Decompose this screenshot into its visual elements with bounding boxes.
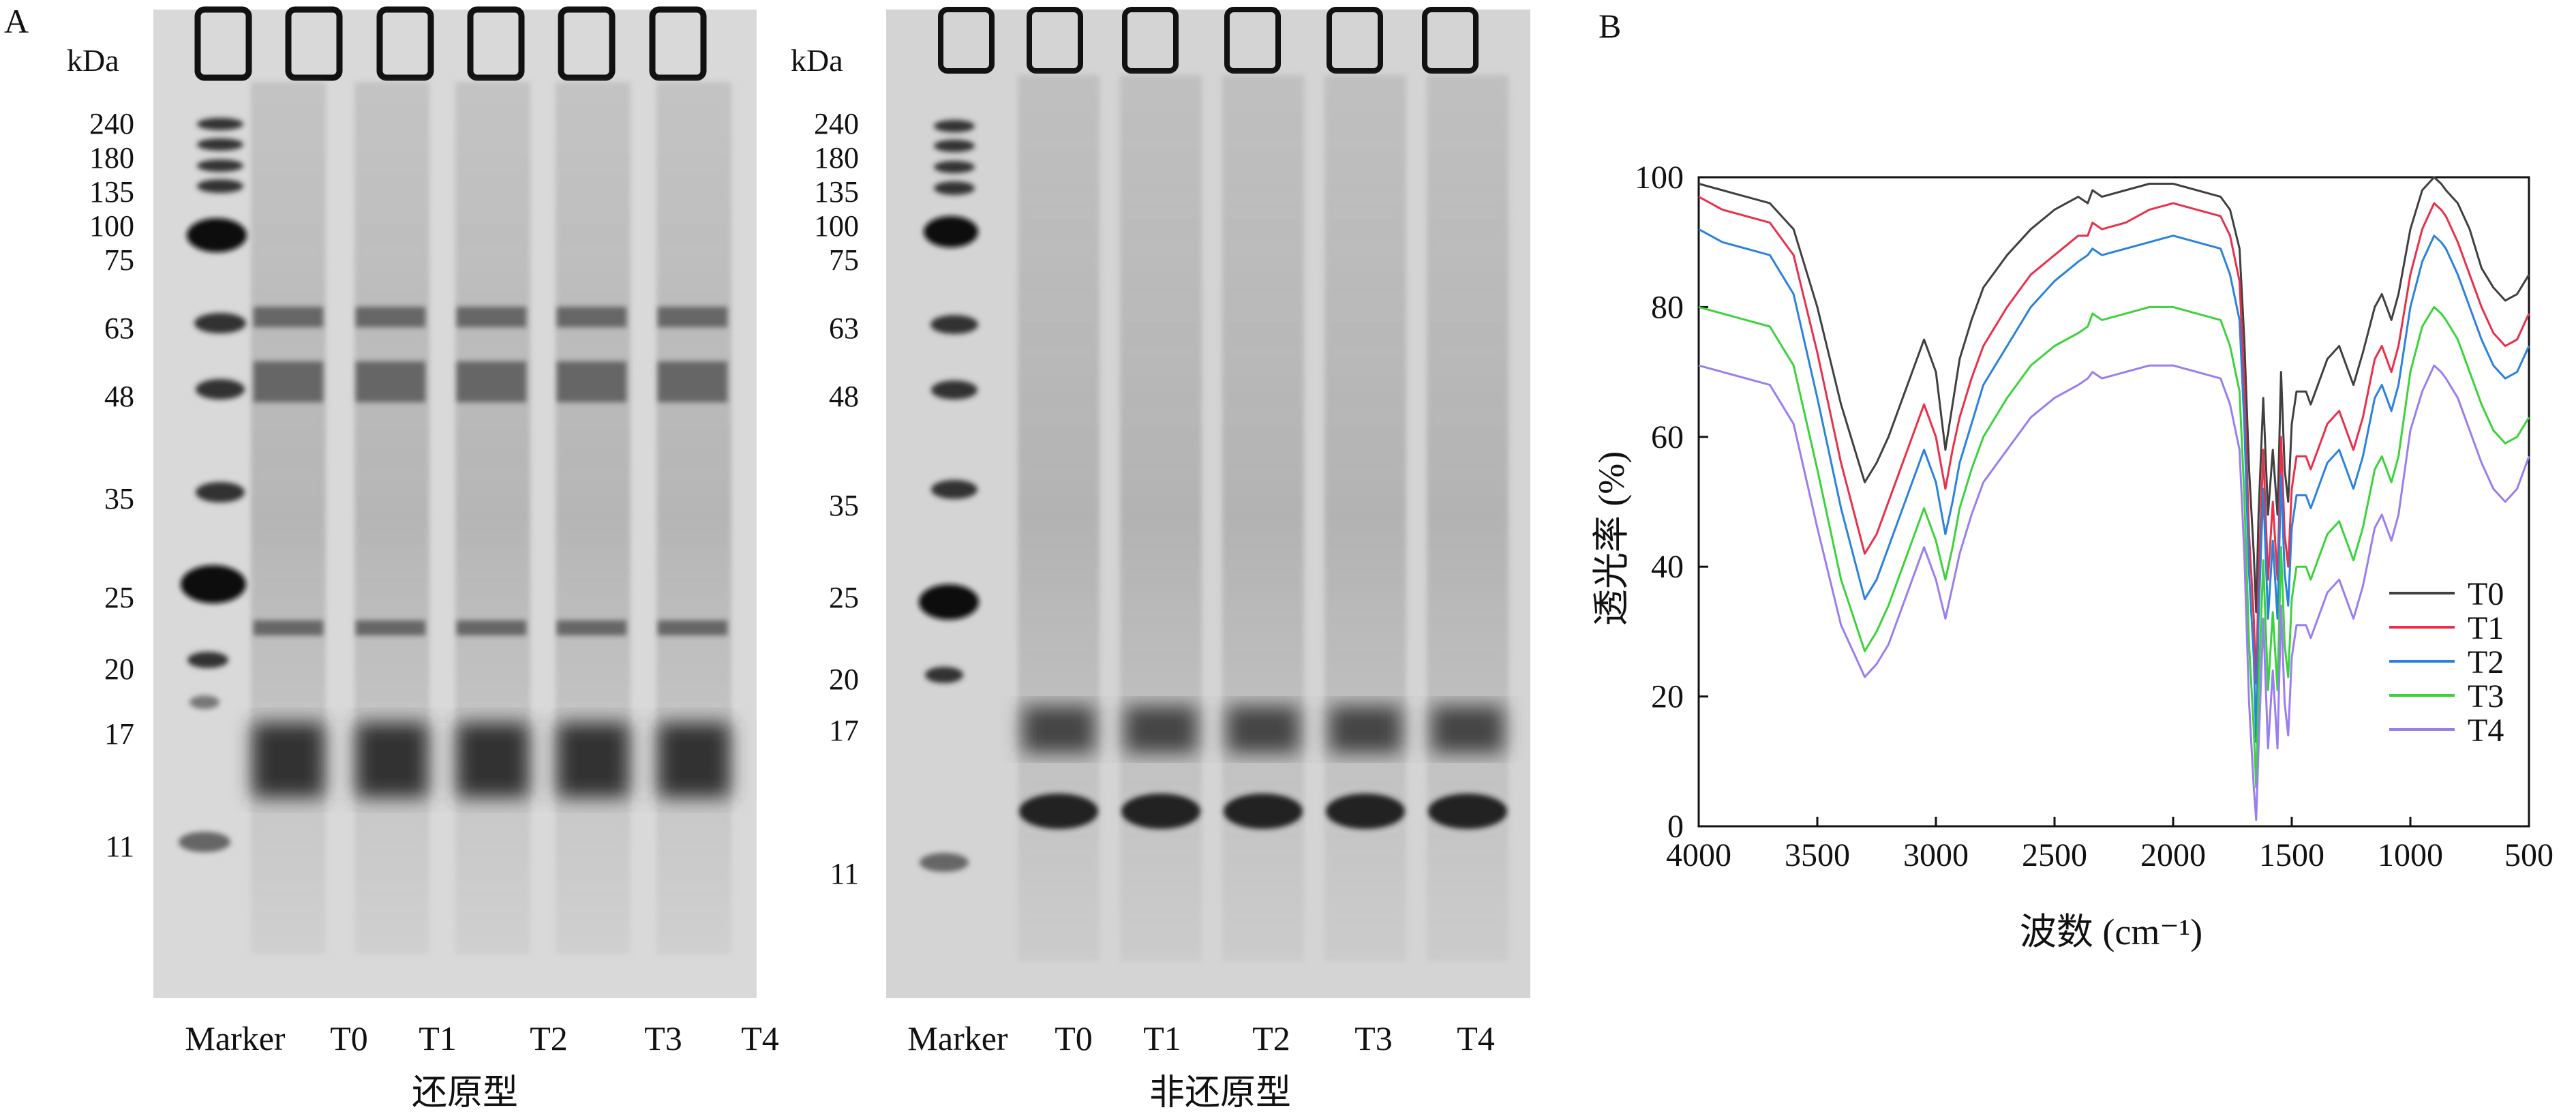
marker-label: 63 [104, 312, 134, 345]
marker-label: 180 [814, 141, 859, 175]
legend-label-T1: T1 [2468, 610, 2504, 646]
y-tick-label: 80 [1651, 289, 1684, 325]
y-tick-label: 60 [1651, 419, 1684, 455]
marker-label: 35 [829, 489, 859, 522]
lane-label: Marker [185, 1019, 285, 1057]
marker-label: 75 [104, 243, 134, 277]
marker-label: 17 [829, 714, 859, 747]
marker-label: 20 [104, 652, 134, 686]
x-tick-label: 500 [2504, 837, 2554, 873]
lane-label: T1 [419, 1019, 457, 1057]
marker-label: 135 [814, 175, 859, 209]
lane-label: T2 [1252, 1019, 1290, 1057]
lane-label: Marker [907, 1019, 1007, 1057]
gel-reducing-wells [194, 6, 707, 81]
y-tick-label: 0 [1667, 809, 1684, 845]
gel-nonreducing [886, 7, 1530, 998]
lane-label: T2 [530, 1019, 568, 1057]
marker-label: 48 [104, 380, 134, 413]
ftir-x-axis-label: 波数 (cm⁻¹) [2020, 912, 2202, 952]
x-tick-label: 4000 [1666, 837, 1731, 873]
legend-label-T0: T0 [2468, 576, 2504, 612]
x-tick-label: 1000 [2378, 837, 2443, 873]
lane-label: T3 [644, 1019, 682, 1057]
series-line-T1 [1698, 196, 2530, 685]
gel-reducing-marker-labels: 240 180 135 100 75 63 48 35 25 20 17 11 [89, 107, 134, 863]
legend-label-T4: T4 [2468, 712, 2504, 749]
gel-nonreducing-lane-labels: Marker T0 T1 T2 T3 T4 [907, 1019, 1494, 1057]
marker-label: 135 [89, 175, 134, 209]
lane-label: T4 [1457, 1019, 1495, 1057]
marker-label: 20 [829, 663, 859, 696]
ftir-y-axis-label: 透光率 (%) [1591, 451, 1632, 626]
series-line-T0 [1698, 176, 2530, 614]
marker-label: 63 [829, 312, 859, 345]
gel-nonreducing-sample-lanes [1018, 75, 1509, 961]
ftir-axes: 4000 3500 3000 2500 2000 1500 1000 500 0 20 40 60 80… [1635, 160, 2554, 873]
marker-label: 17 [104, 717, 134, 751]
marker-label: 240 [89, 107, 134, 140]
x-tick-label: 3500 [1785, 837, 1850, 873]
kda-label: kDa [791, 43, 843, 78]
marker-label: 100 [814, 209, 859, 243]
lane-label: T4 [741, 1019, 779, 1057]
lane-label: T1 [1143, 1019, 1181, 1057]
gel-nonreducing-wells [938, 7, 1479, 74]
lane-label: T0 [1055, 1019, 1093, 1057]
ftir-series [1698, 176, 2530, 821]
marker-label: 100 [89, 209, 134, 243]
marker-label: 25 [104, 581, 134, 614]
marker-label: 35 [104, 482, 134, 515]
y-tick-label: 40 [1651, 549, 1684, 585]
panel-a-text: kDa kDa 240 180 135 100 75 63 48 35 25 2… [67, 43, 1495, 1113]
marker-label: 180 [89, 141, 134, 175]
gel-reducing-sample-lanes [251, 82, 731, 954]
gel-nonreducing-title: 非还原型 [1149, 1074, 1291, 1113]
panel-a-label: A [4, 2, 29, 40]
series-line-T2 [1698, 228, 2530, 743]
marker-label: 240 [814, 107, 859, 140]
gel-nonreducing-marker-bands [919, 120, 979, 872]
gel-reducing-title: 还原型 [412, 1074, 518, 1113]
x-tick-label: 2500 [2022, 837, 2087, 873]
marker-label: 11 [830, 857, 859, 890]
marker-label: 48 [829, 380, 859, 413]
legend-label-T2: T2 [2468, 644, 2504, 680]
marker-label: 75 [829, 243, 859, 277]
x-tick-label: 2000 [2140, 837, 2206, 873]
gel-reducing-marker-bands [179, 118, 247, 852]
series-line-T4 [1698, 364, 2530, 821]
kda-label: kDa [67, 43, 119, 78]
marker-label: 25 [829, 581, 859, 614]
ftir-chart: 4000 3500 3000 2500 2000 1500 1000 500 0 20 40 60 80… [1591, 160, 2554, 952]
series-line-T3 [1698, 305, 2530, 789]
panel-b-label: B [1598, 7, 1621, 45]
gel-nonreducing-background [886, 10, 1530, 998]
gel-reducing [153, 6, 757, 998]
lane-label: T0 [330, 1019, 368, 1057]
y-tick-label: 20 [1651, 679, 1684, 715]
x-tick-label: 1500 [2259, 837, 2324, 873]
legend-label-T3: T3 [2468, 678, 2504, 714]
lane-label: T3 [1354, 1019, 1393, 1057]
gel-reducing-lane-labels: Marker T0 T1 T2 T3 T4 [185, 1019, 778, 1057]
x-tick-label: 3000 [1903, 837, 1969, 873]
y-tick-label: 100 [1635, 160, 1684, 196]
plot-frame [1697, 176, 2530, 828]
gel-nonreducing-marker-labels: 240 180 135 100 75 63 48 35 25 20 17 11 [814, 107, 859, 890]
marker-label: 11 [106, 830, 134, 863]
